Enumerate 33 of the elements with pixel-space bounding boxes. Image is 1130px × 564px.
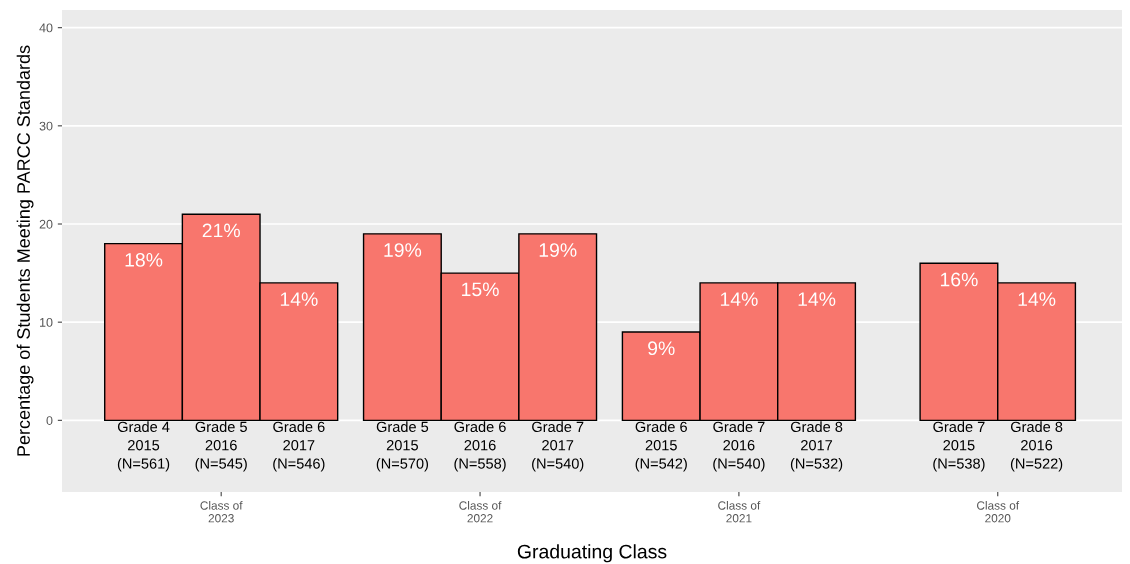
data-label: 14% <box>720 292 758 306</box>
x-tick-label: Grade 6 2015 (N=542) <box>635 421 687 472</box>
x-tick-label: Grade 8 2017 (N=532) <box>790 421 843 472</box>
text: Class of 2023 <box>200 501 243 523</box>
data-label: 14% <box>1018 292 1056 306</box>
y-tick-label: 30 <box>39 121 53 131</box>
x-tick-label: Grade 4 2015 (N=561) <box>117 421 170 472</box>
data-label: 18% <box>125 252 163 267</box>
y-axis-title: Percentage of Students Meeting PARCC Standards <box>16 45 34 456</box>
x-tick-label: Grade 6 2017 (N=546) <box>273 421 325 472</box>
data-label: 16% <box>940 272 978 287</box>
x-tick-label: Grade 8 2016 (N=522) <box>1010 421 1063 472</box>
data-label: 14% <box>280 292 318 306</box>
x-tick-label: Grade 5 2016 (N=545) <box>195 421 247 472</box>
x-tick-label: Grade 5 2015 (N=570) <box>376 421 429 472</box>
data-label: 14% <box>798 292 836 306</box>
text: Class of 2021 <box>718 501 761 523</box>
x-axis-title: Graduating Class <box>517 544 667 563</box>
y-tick-label: 0 <box>46 416 53 425</box>
y-tick-label: 40 <box>39 23 53 33</box>
x-tick-label: Grade 7 2015 (N=538) <box>933 421 985 472</box>
data-label: 9% <box>648 341 675 356</box>
data-label: 19% <box>539 243 577 257</box>
x-tick-label: Grade 7 2017 (N=540) <box>532 421 584 472</box>
text: Class of 2020 <box>977 501 1020 523</box>
text: Class of 2022 <box>459 501 502 523</box>
y-tick-label: 10 <box>40 317 53 327</box>
data-label: 19% <box>384 243 422 257</box>
y-tick-label: 20 <box>39 219 53 229</box>
data-label: 15% <box>462 282 499 297</box>
data-label: 21% <box>202 223 240 238</box>
x-tick-label: Grade 6 2016 (N=558) <box>454 421 506 472</box>
x-tick-label: Grade 7 2016 (N=540) <box>713 421 765 472</box>
